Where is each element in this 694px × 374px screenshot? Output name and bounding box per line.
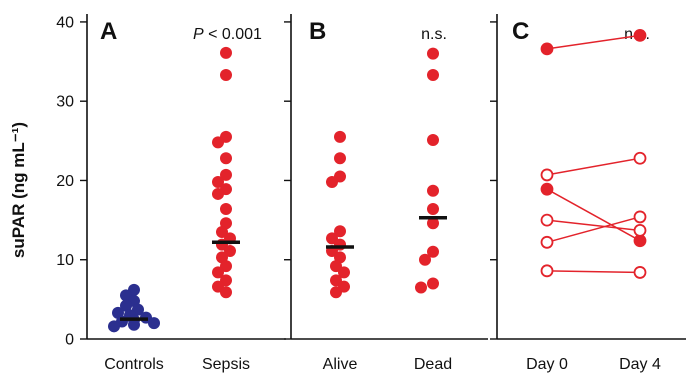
alive-point [326, 176, 338, 189]
controls-point [108, 320, 120, 333]
panel-a-y-ticks: 0 10 20 30 40 [56, 14, 87, 349]
panel-b: B n.s. Alive Dead [284, 14, 488, 373]
sepsis-point [220, 274, 232, 287]
y-axis-label: suPAR (ng mL⁻¹) [9, 122, 28, 258]
y-tick-label-40: 40 [56, 14, 74, 31]
sepsis-point [220, 152, 232, 165]
y-tick-label-10: 10 [56, 252, 74, 269]
patient-line-3 [546, 188, 641, 242]
y-tick-label-20: 20 [56, 173, 74, 190]
dead-point [427, 217, 439, 230]
patient-5-day-4-point [633, 210, 647, 224]
alive-point [330, 286, 342, 299]
patient-line-1 [546, 34, 641, 50]
alive-point [330, 260, 342, 273]
panel-b-letter: B [309, 18, 326, 45]
panel-b-y-ticks [284, 21, 291, 340]
panel-c-category-day0: Day 0 [526, 356, 568, 373]
dead-point [427, 134, 439, 147]
sepsis-point [224, 245, 236, 258]
patient-3-day-4-point [633, 234, 647, 248]
patient-line-5 [546, 216, 641, 244]
dead-point [427, 69, 439, 82]
panel-a-p-italic: P [193, 26, 204, 43]
panel-c-category-day4: Day 4 [619, 356, 661, 373]
dead-point [427, 245, 439, 258]
sepsis-point [220, 260, 232, 273]
panel-a-category-controls: Controls [104, 356, 164, 373]
patient-line-4 [546, 219, 641, 232]
y-tick-label-30: 30 [56, 94, 74, 111]
patient-2-day-0-point [540, 168, 554, 182]
dead-point [427, 277, 439, 290]
alive-point [338, 266, 350, 279]
sepsis-point [220, 46, 232, 59]
panel-a-category-sepsis: Sepsis [202, 356, 250, 373]
patient-1-day-4-point [633, 29, 647, 42]
sepsis-point [212, 266, 224, 279]
panel-c-points [540, 29, 647, 279]
dead-point [419, 253, 431, 266]
alive-point [326, 232, 338, 245]
patient-4-day-0-point [540, 213, 554, 227]
controls-point [148, 317, 160, 330]
patient-1-day-0-point [540, 42, 554, 56]
alive-point [334, 152, 346, 165]
panel-c-letter: C [512, 18, 529, 45]
alive-point [334, 130, 346, 143]
panel-a-points [108, 46, 240, 333]
patient-5-day-0-point [540, 235, 554, 249]
alive-point [334, 225, 346, 238]
panel-b-category-dead: Dead [414, 356, 452, 373]
alive-point [330, 274, 342, 287]
dead-point [427, 184, 439, 197]
patient-4-day-4-point [633, 224, 647, 237]
sepsis-point [212, 136, 224, 149]
patient-6-day-0-point [540, 264, 554, 278]
panel-b-significance: n.s. [421, 26, 447, 43]
sepsis-point [220, 203, 232, 215]
controls-point [120, 299, 132, 312]
panel-a-letter: A [100, 18, 117, 45]
controls-point [128, 318, 140, 331]
panel-c-y-ticks [490, 21, 497, 340]
y-tick-label-0: 0 [65, 332, 74, 349]
dead-point [415, 281, 427, 294]
panel-a-p-rest: < 0.001 [204, 26, 262, 43]
sepsis-point [220, 69, 232, 82]
sepsis-point [216, 225, 228, 238]
panel-a-p-value: P < 0.001 [193, 26, 262, 43]
patient-2-day-4-point [633, 151, 647, 165]
panel-b-points [326, 47, 447, 299]
panel-c: C n.s. Day 0 Day 4 [490, 14, 686, 373]
patient-3-day-0-point [540, 182, 554, 196]
patient-line-2 [546, 157, 641, 176]
panel-a: 0 10 20 30 40 A P < 0.001 Controls Sepsis [56, 14, 286, 373]
patient-line-6 [546, 270, 641, 274]
sepsis-point [212, 187, 224, 200]
dead-point [427, 47, 439, 60]
panel-b-category-alive: Alive [323, 356, 358, 373]
sepsis-point [212, 176, 224, 189]
sepsis-point [220, 286, 232, 299]
dead-point [427, 203, 439, 215]
patient-6-day-4-point [633, 266, 647, 279]
sepsis-point [220, 168, 232, 181]
